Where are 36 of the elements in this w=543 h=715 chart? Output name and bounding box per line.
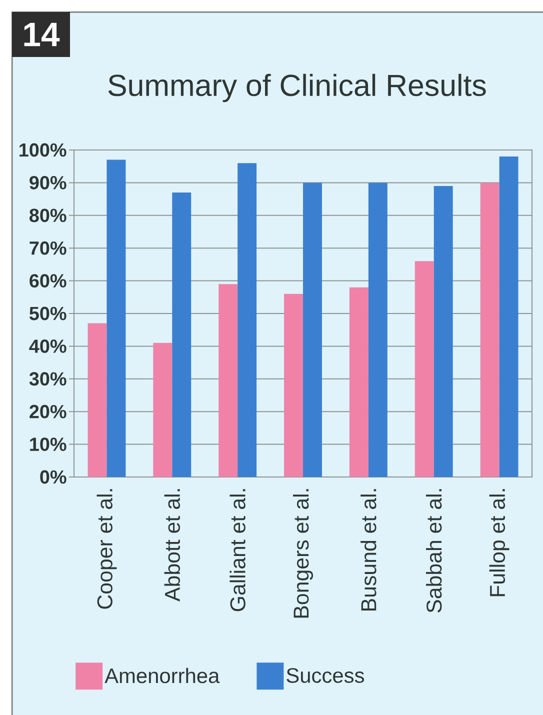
- bar: [238, 163, 257, 477]
- legend-label: Success: [286, 668, 364, 683]
- x-tick-label: Sabbah et al.: [426, 489, 442, 612]
- bar: [153, 342, 172, 477]
- y-tick-label: 50%: [29, 306, 66, 320]
- y-tick-label: 70%: [30, 241, 66, 255]
- x-tick-label: Bongers et al.: [293, 489, 313, 618]
- x-tick-label: Galliant et al.: [230, 489, 246, 612]
- y-tick-label: 10%: [30, 438, 66, 452]
- legend-label: Amenorrhea: [104, 668, 220, 684]
- bar: [499, 156, 518, 477]
- y-tick-label: 60%: [30, 274, 66, 288]
- y-tick-label: 20%: [30, 404, 66, 418]
- y-tick-label: 100%: [20, 143, 66, 157]
- bar: [284, 294, 304, 477]
- text: 14: [24, 22, 60, 46]
- y-tick-label: 0%: [40, 470, 66, 484]
- bar: [218, 284, 238, 477]
- bar: [349, 287, 368, 477]
- x-tick-label: Fullop et al.: [489, 489, 510, 596]
- y-tick-label: 90%: [30, 176, 66, 190]
- bar: [106, 160, 126, 477]
- x-tick-label: Abbott et al.: [164, 489, 180, 602]
- y-tick-label: 80%: [30, 208, 66, 222]
- bar: [172, 192, 192, 477]
- bar: [303, 182, 322, 477]
- bar: [480, 182, 500, 477]
- y-tick-label: 30%: [29, 372, 66, 386]
- y-tick-label: 40%: [29, 339, 66, 353]
- bar: [88, 323, 107, 477]
- bar: [434, 186, 453, 477]
- chart-title: Summary of Clinical Results: [108, 74, 486, 102]
- x-tick-label: Cooper et al.: [96, 489, 117, 609]
- x-tick-label: Busund et al.: [360, 489, 376, 610]
- bar: [368, 182, 388, 477]
- bar: [414, 261, 434, 477]
